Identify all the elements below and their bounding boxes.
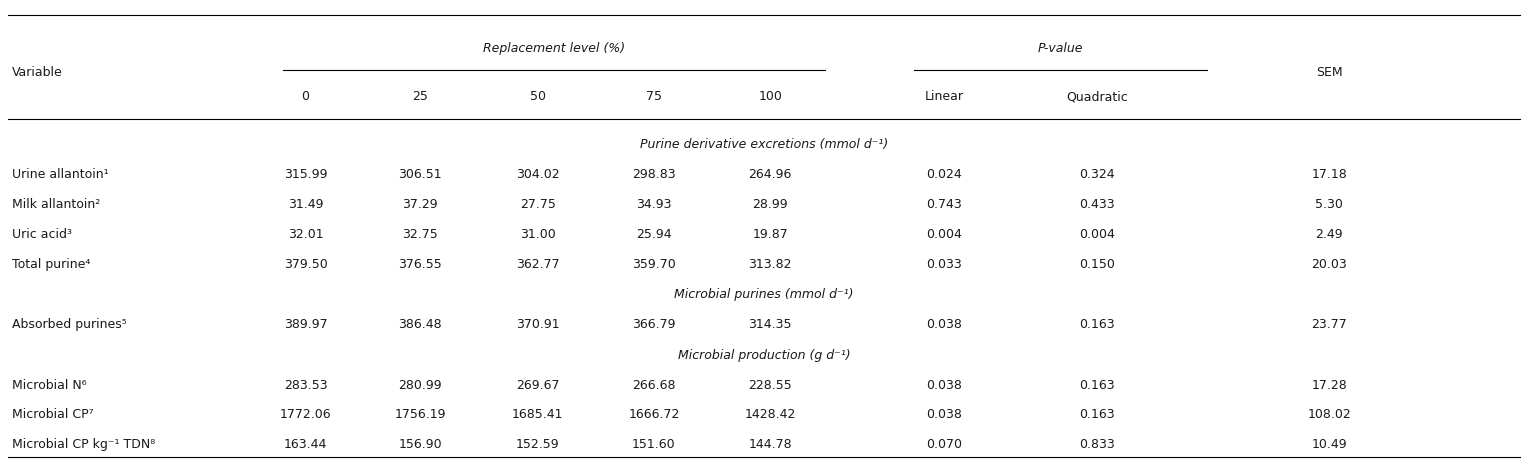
Text: 298.83: 298.83 (633, 168, 675, 181)
Text: 152.59: 152.59 (516, 437, 559, 450)
Text: 0.150: 0.150 (1079, 257, 1115, 270)
Text: 27.75: 27.75 (520, 198, 556, 211)
Text: 0.038: 0.038 (926, 317, 963, 330)
Text: 17.28: 17.28 (1311, 378, 1348, 391)
Text: 34.93: 34.93 (636, 198, 672, 211)
Text: Purine derivative excretions (mmol d⁻¹): Purine derivative excretions (mmol d⁻¹) (640, 138, 888, 151)
Text: 376.55: 376.55 (399, 257, 442, 270)
Text: 0.163: 0.163 (1079, 408, 1115, 420)
Text: 37.29: 37.29 (402, 198, 439, 211)
Text: Microbial purines (mmol d⁻¹): Microbial purines (mmol d⁻¹) (674, 287, 854, 300)
Text: 386.48: 386.48 (399, 317, 442, 330)
Text: 32.01: 32.01 (287, 228, 324, 241)
Text: 0: 0 (301, 90, 310, 103)
Text: Quadratic: Quadratic (1067, 90, 1128, 103)
Text: 1428.42: 1428.42 (744, 408, 796, 420)
Text: 1666.72: 1666.72 (628, 408, 680, 420)
Text: 0.163: 0.163 (1079, 317, 1115, 330)
Text: 163.44: 163.44 (284, 437, 327, 450)
Text: 144.78: 144.78 (749, 437, 792, 450)
Text: 389.97: 389.97 (284, 317, 327, 330)
Text: 0.433: 0.433 (1079, 198, 1115, 211)
Text: P-value: P-value (1038, 42, 1083, 55)
Text: 266.68: 266.68 (633, 378, 675, 391)
Text: 313.82: 313.82 (749, 257, 792, 270)
Text: Microbial CP⁷: Microbial CP⁷ (12, 408, 93, 420)
Text: 50: 50 (530, 90, 545, 103)
Text: 1756.19: 1756.19 (394, 408, 446, 420)
Text: Microbial production (g d⁻¹): Microbial production (g d⁻¹) (678, 348, 850, 361)
Text: 10.49: 10.49 (1311, 437, 1348, 450)
Text: 315.99: 315.99 (284, 168, 327, 181)
Text: 0.743: 0.743 (926, 198, 963, 211)
Text: 0.024: 0.024 (926, 168, 963, 181)
Text: 100: 100 (758, 90, 782, 103)
Text: 0.163: 0.163 (1079, 378, 1115, 391)
Text: 314.35: 314.35 (749, 317, 792, 330)
Text: 0.070: 0.070 (926, 437, 963, 450)
Text: 25.94: 25.94 (636, 228, 672, 241)
Text: Replacement level (%): Replacement level (%) (483, 42, 625, 55)
Text: 359.70: 359.70 (633, 257, 675, 270)
Text: 75: 75 (646, 90, 662, 103)
Text: 264.96: 264.96 (749, 168, 792, 181)
Text: 31.00: 31.00 (520, 228, 556, 241)
Text: 156.90: 156.90 (399, 437, 442, 450)
Text: 0.038: 0.038 (926, 378, 963, 391)
Text: 2.49: 2.49 (1316, 228, 1343, 241)
Text: 0.004: 0.004 (926, 228, 963, 241)
Text: 25: 25 (413, 90, 428, 103)
Text: 228.55: 228.55 (749, 378, 792, 391)
Text: Urine allantoin¹: Urine allantoin¹ (12, 168, 108, 181)
Text: Microbial N⁶: Microbial N⁶ (12, 378, 87, 391)
Text: 366.79: 366.79 (633, 317, 675, 330)
Text: 31.49: 31.49 (287, 198, 324, 211)
Text: 370.91: 370.91 (516, 317, 559, 330)
Text: 17.18: 17.18 (1311, 168, 1348, 181)
Text: 108.02: 108.02 (1308, 408, 1351, 420)
Text: Uric acid³: Uric acid³ (12, 228, 72, 241)
Text: 28.99: 28.99 (752, 198, 788, 211)
Text: 362.77: 362.77 (516, 257, 559, 270)
Text: Total purine⁴: Total purine⁴ (12, 257, 90, 270)
Text: 0.038: 0.038 (926, 408, 963, 420)
Text: 1772.06: 1772.06 (280, 408, 332, 420)
Text: Microbial CP kg⁻¹ TDN⁸: Microbial CP kg⁻¹ TDN⁸ (12, 437, 156, 450)
Text: Milk allantoin²: Milk allantoin² (12, 198, 101, 211)
Text: 23.77: 23.77 (1311, 317, 1348, 330)
Text: 304.02: 304.02 (516, 168, 559, 181)
Text: 0.324: 0.324 (1079, 168, 1115, 181)
Text: 1685.41: 1685.41 (512, 408, 564, 420)
Text: Absorbed purines⁵: Absorbed purines⁵ (12, 317, 127, 330)
Text: SEM: SEM (1316, 66, 1343, 79)
Text: 0.833: 0.833 (1079, 437, 1115, 450)
Text: 0.033: 0.033 (926, 257, 963, 270)
Text: 0.004: 0.004 (1079, 228, 1115, 241)
Text: 379.50: 379.50 (284, 257, 327, 270)
Text: 280.99: 280.99 (399, 378, 442, 391)
Text: 5.30: 5.30 (1316, 198, 1343, 211)
Text: 151.60: 151.60 (633, 437, 675, 450)
Text: 19.87: 19.87 (752, 228, 788, 241)
Text: 306.51: 306.51 (399, 168, 442, 181)
Text: 32.75: 32.75 (402, 228, 439, 241)
Text: 20.03: 20.03 (1311, 257, 1348, 270)
Text: 283.53: 283.53 (284, 378, 327, 391)
Text: Variable: Variable (12, 66, 63, 79)
Text: 269.67: 269.67 (516, 378, 559, 391)
Text: Linear: Linear (924, 90, 964, 103)
